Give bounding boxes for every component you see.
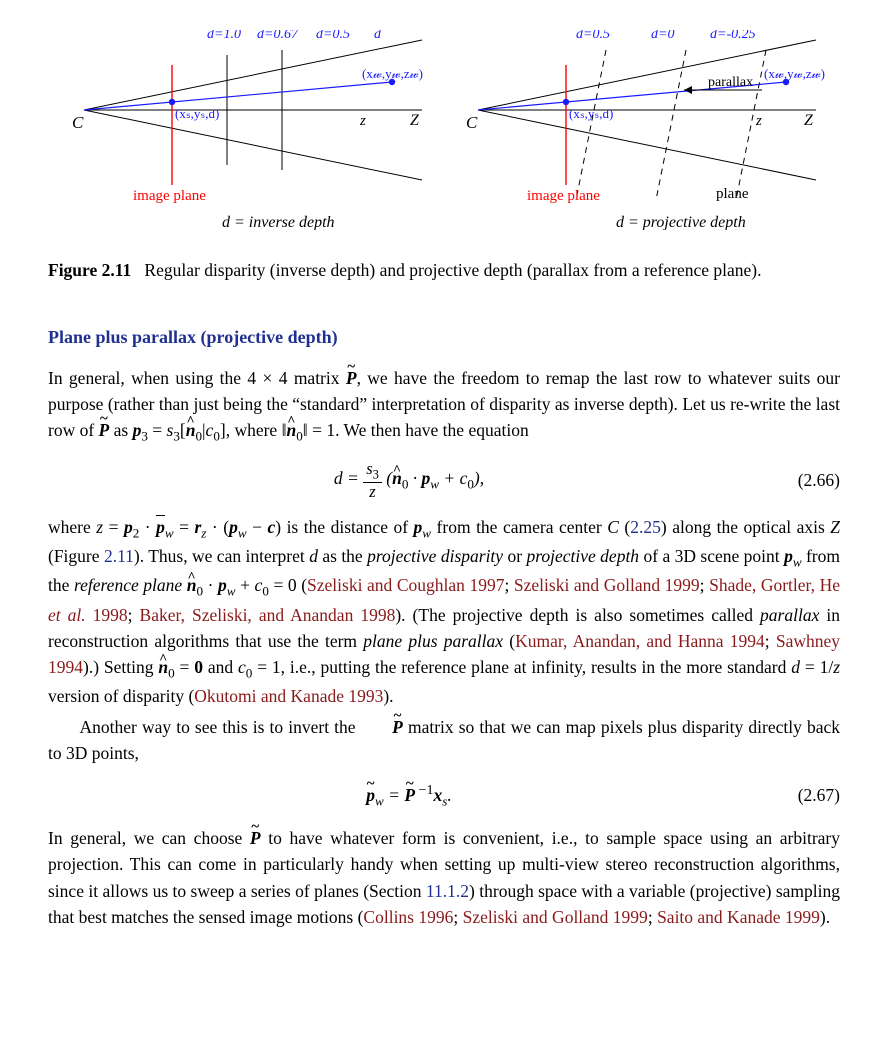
ref-sec-11-1-2[interactable]: 11.1.2 <box>426 881 469 901</box>
cone-lower <box>478 110 816 180</box>
cite-kumar[interactable]: Kumar, Anandan, and Hanna 1994 <box>515 631 765 651</box>
xs-label: (xₛ,yₛ,d) <box>569 106 613 121</box>
d-label-0: d=1.0 <box>207 30 241 42</box>
z-upper-label: Z <box>410 112 420 129</box>
cite-collins[interactable]: Collins 1996 <box>363 907 453 927</box>
plane-label: plane <box>716 186 749 202</box>
projection-ray <box>84 82 392 110</box>
xw-label: (x𝓌,y𝓌,z𝓌) <box>764 66 825 81</box>
section-heading: Plane plus parallax (projective depth) <box>48 324 840 351</box>
para-2: where z = p2 · pw = rz · (pw − c) is the… <box>48 514 840 710</box>
cite-saito[interactable]: Saito and Kanade 1999 <box>657 907 820 927</box>
figure-right-panel: d=0.5 d=0 d=-0.25 C (xₛ,yₛ,d) (x𝓌,y𝓌,z𝓌)… <box>456 30 826 237</box>
image-plane-label: image plane <box>133 188 206 204</box>
d-label-2: d=0.5 <box>316 30 350 42</box>
caption-lead: Figure 2.11 <box>48 260 131 280</box>
xs-label: (xₛ,yₛ,d) <box>175 106 219 121</box>
d-label-1: d=0.67 <box>257 30 299 42</box>
figure-left-panel: d=1.0 d=0.67 d=0.5 d C z Z (xₛ,yₛ,d) (x𝓌… <box>62 30 432 237</box>
d-label-2: d=-0.25 <box>710 30 756 42</box>
cite-szeliski-golland-2[interactable]: Szeliski and Golland 1999 <box>463 907 648 927</box>
xw-label: (x𝓌,y𝓌,z𝓌) <box>362 66 423 81</box>
cone-lower <box>84 110 422 180</box>
z-lower-label: z <box>755 113 762 129</box>
caption-text: Regular disparity (inverse depth) and pr… <box>144 260 761 280</box>
eq-266-body: d = s3z (n0 · pw + c0), <box>48 460 770 500</box>
z-upper-label: Z <box>804 112 814 129</box>
cite-szeliski-coughlan[interactable]: Szeliski and Coughlan 1997 <box>307 575 504 595</box>
cite-baker[interactable]: Baker, Szeliski, and Anandan 1998 <box>140 605 396 625</box>
point-xs <box>169 99 175 105</box>
ref-2-25[interactable]: 2.25 <box>630 517 661 537</box>
eq-266-num: (2.66) <box>770 467 840 493</box>
image-plane-label: image plane <box>527 188 600 204</box>
equation-2-66: d = s3z (n0 · pw + c0), (2.66) <box>48 460 840 500</box>
point-xs <box>563 99 569 105</box>
equation-2-67: pw = P −1xs. (2.67) <box>48 780 840 811</box>
d-label-3: d <box>374 30 382 42</box>
parallax-label: parallax <box>708 75 753 90</box>
cite-okutomi[interactable]: Okutomi and Kanade 1993 <box>194 686 383 706</box>
parallax-arrow-head <box>684 86 692 94</box>
d-label-0: d=0.5 <box>576 30 610 42</box>
bottom-label-right: d = projective depth <box>616 214 746 230</box>
d-label-1: d=0 <box>651 30 674 42</box>
z-lower-label: z <box>359 113 366 129</box>
eq-267-body: pw = P −1xs. <box>48 780 770 811</box>
ref-fig-2-11[interactable]: 2.11 <box>104 546 134 566</box>
para-4: In general, we can choose P to have what… <box>48 825 840 930</box>
eq-267-num: (2.67) <box>770 782 840 808</box>
figure-caption: Figure 2.11 Regular disparity (inverse d… <box>48 257 840 283</box>
cite-szeliski-golland[interactable]: Szeliski and Golland 1999 <box>514 575 700 595</box>
para-1: In general, when using the 4 × 4 matrix … <box>48 365 840 447</box>
camera-label: C <box>466 113 478 132</box>
bottom-label-left: d = inverse depth <box>222 214 335 230</box>
dash-line-0 <box>576 50 606 200</box>
figure-2-11: d=1.0 d=0.67 d=0.5 d C z Z (xₛ,yₛ,d) (x𝓌… <box>48 30 840 237</box>
camera-label: C <box>72 113 84 132</box>
para-3: Another way to see this is to invert the… <box>48 714 840 767</box>
